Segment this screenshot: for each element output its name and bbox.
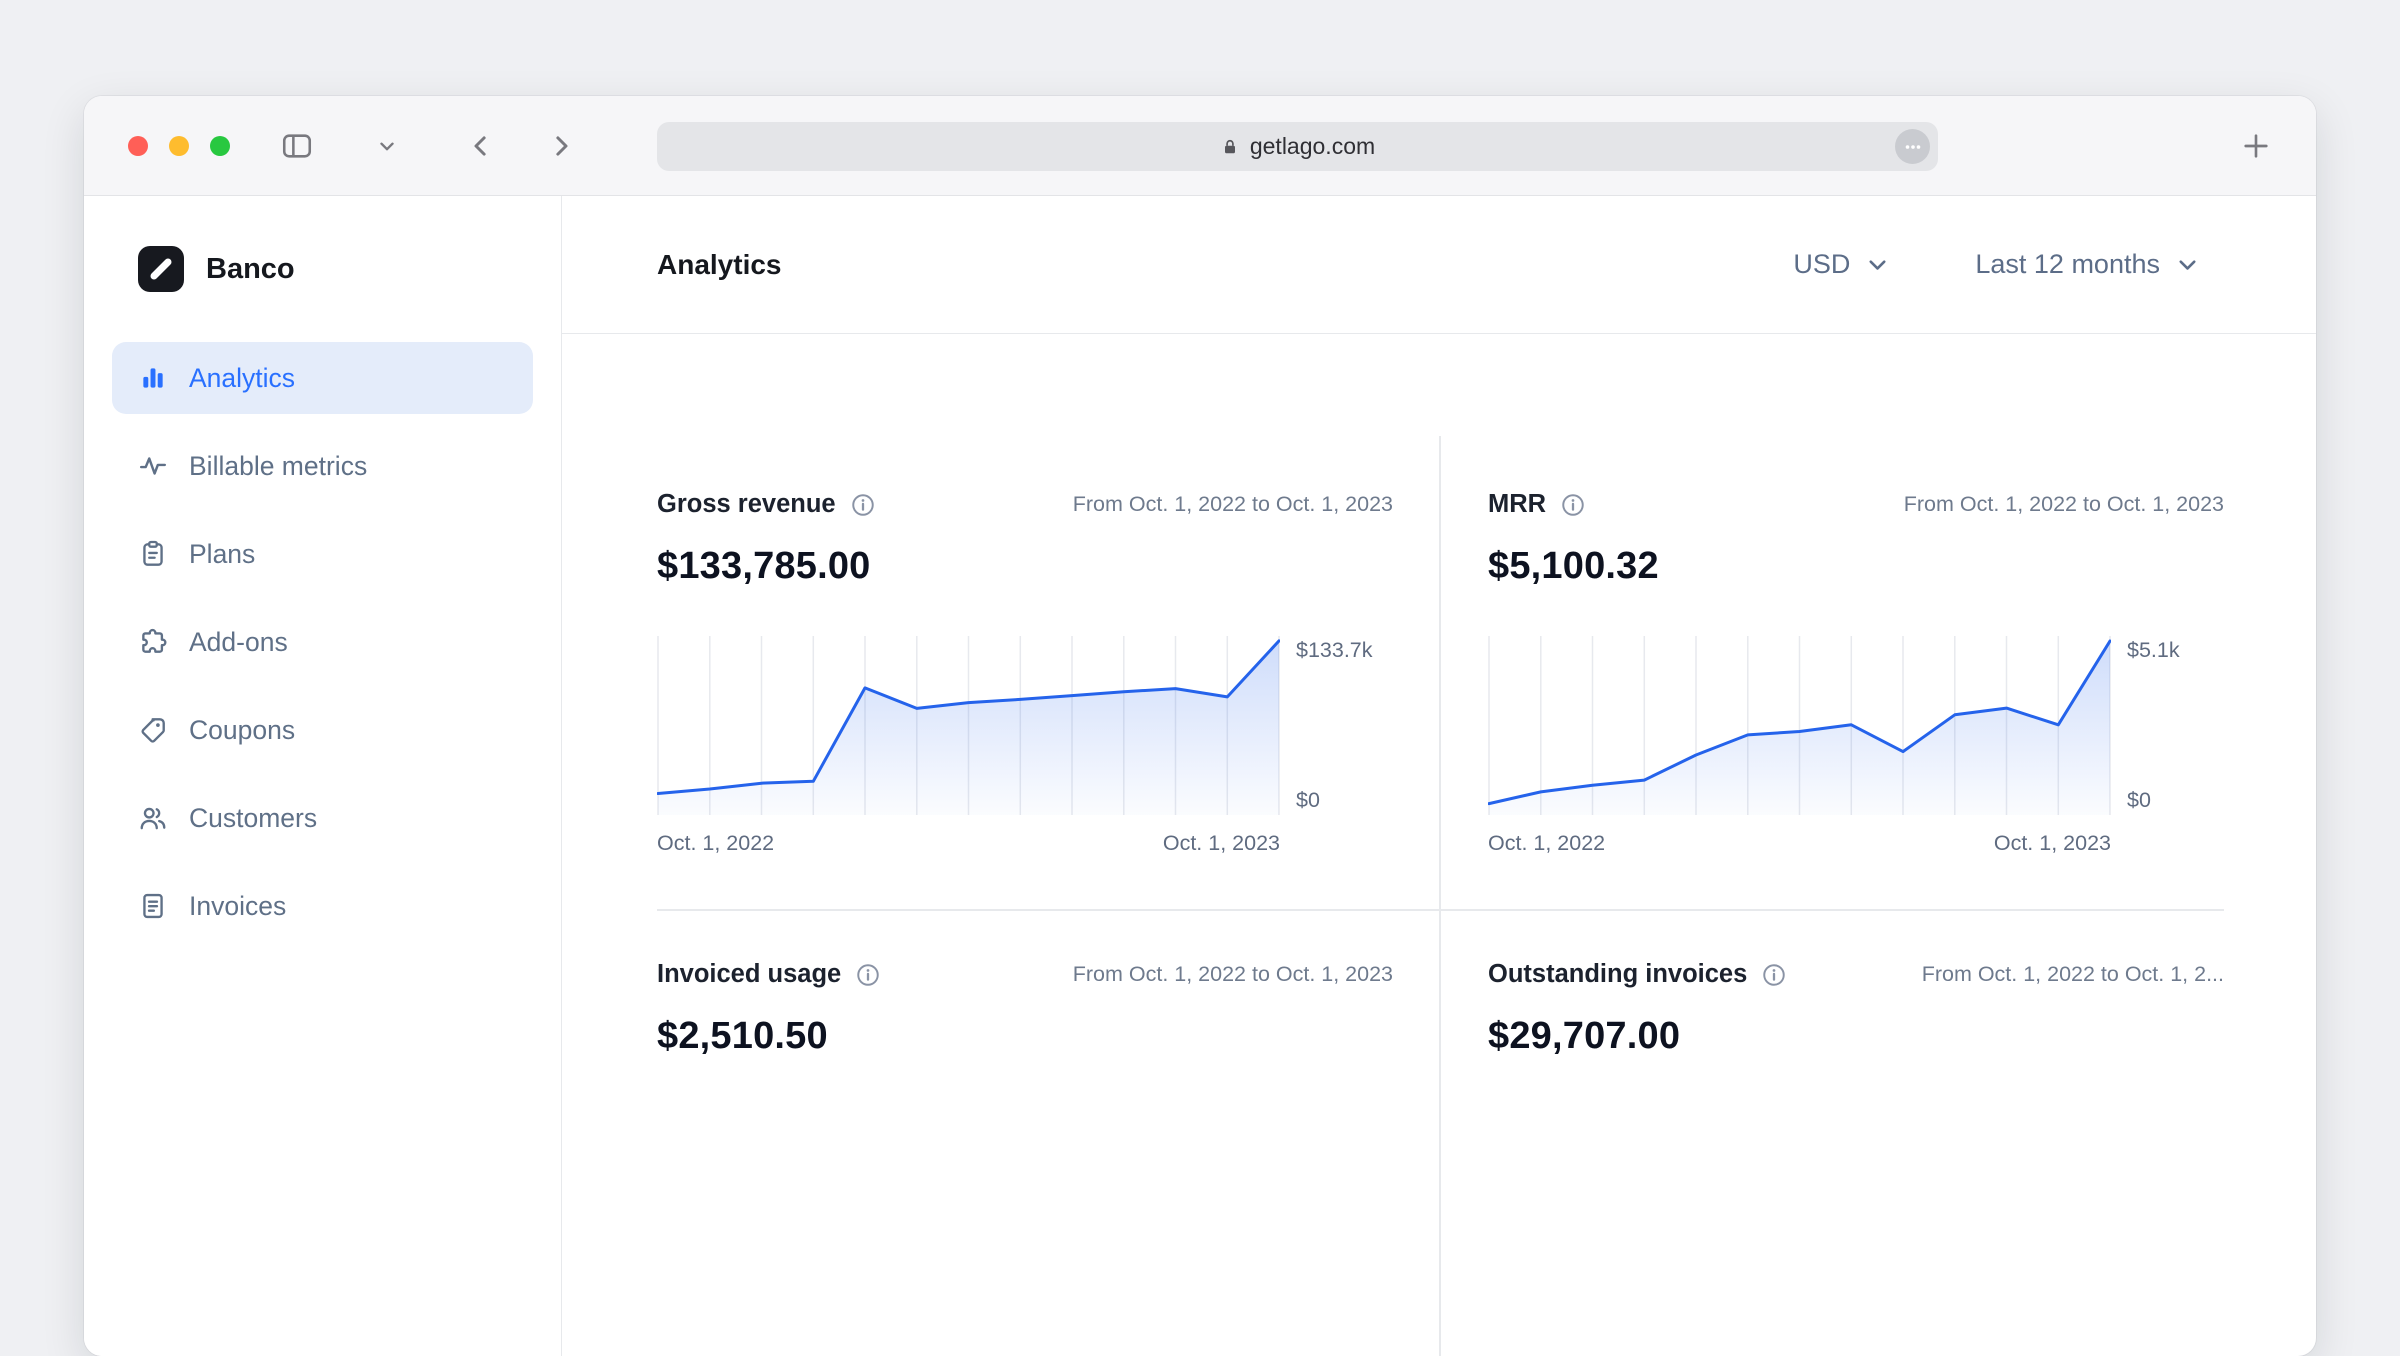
x-end-label: Oct. 1, 2023	[1993, 831, 2111, 855]
document-icon	[138, 891, 168, 921]
period-selector[interactable]: Last 12 months	[1975, 249, 2201, 280]
chevron-down-icon	[1869, 260, 1886, 270]
date-range: From Oct. 1, 2022 to Oct. 1, 2023	[1072, 492, 1393, 516]
brand-name: Banco	[206, 252, 295, 285]
sidebar-item-label: Analytics	[189, 362, 296, 393]
brand: Banco	[138, 246, 533, 292]
card-title: Outstanding invoices	[1488, 960, 1748, 988]
y-max-label: $133.7k	[1296, 638, 1373, 662]
activity-icon	[138, 451, 168, 481]
y-min-label: $0	[2127, 788, 2151, 812]
bar-chart-icon	[138, 363, 168, 393]
analytics-content: Gross revenue From Oct. 1, 2022 to Oct. …	[562, 334, 2316, 1356]
back-icon[interactable]	[466, 131, 496, 161]
gross-revenue-chart	[656, 636, 1281, 815]
info-icon[interactable]	[850, 492, 876, 518]
y-max-label: $5.1k	[2127, 638, 2180, 662]
mrr-chart	[1487, 636, 2112, 815]
close-window-button[interactable]	[128, 136, 148, 156]
sidebar-item-label: Coupons	[189, 714, 296, 745]
main-panel: Analytics USD Last 12 months	[562, 196, 2316, 1356]
puzzle-icon	[138, 627, 168, 657]
info-icon[interactable]	[855, 962, 881, 988]
sidebar-nav: Analytics Billable metrics	[112, 342, 533, 942]
minimize-window-button[interactable]	[169, 136, 189, 156]
sidebar-item-coupons[interactable]: Coupons	[112, 694, 533, 766]
sidebar-item-plans[interactable]: Plans	[112, 518, 533, 590]
window-controls	[128, 136, 230, 156]
sidebar-item-add-ons[interactable]: Add-ons	[112, 606, 533, 678]
page-header: Analytics USD Last 12 months	[562, 196, 2316, 334]
browser-toolbar: getlago.com	[84, 96, 2316, 196]
metric-amount: $29,707.00	[1488, 1015, 1681, 1057]
period-value: Last 12 months	[1975, 249, 2160, 279]
sidebar-item-label: Billable metrics	[189, 450, 368, 481]
sidebar-item-label: Add-ons	[189, 626, 288, 657]
sidebar-toggle-icon[interactable]	[280, 129, 314, 163]
card-invoiced-usage: Invoiced usage From Oct. 1, 2022 to Oct.…	[562, 909, 1439, 1356]
x-start-label: Oct. 1, 2022	[657, 831, 775, 855]
address-text: getlago.com	[1249, 133, 1376, 159]
sidebar-item-label: Plans	[189, 538, 256, 569]
lock-icon	[1220, 137, 1240, 157]
browser-window: getlago.com Banco	[84, 96, 2316, 1356]
tab-group-chevron-icon[interactable]	[376, 135, 398, 157]
forward-icon[interactable]	[546, 131, 576, 161]
currency-value: USD	[1793, 249, 1851, 279]
y-min-label: $0	[1296, 788, 1320, 812]
sidebar-item-customers[interactable]: Customers	[112, 782, 533, 854]
ellipsis-icon[interactable]	[1895, 129, 1930, 164]
card-title: Gross revenue	[657, 490, 836, 518]
card-outstanding-invoices: Outstanding invoices From Oct. 1, 2022 t…	[1439, 909, 2316, 1356]
info-icon[interactable]	[1560, 492, 1586, 518]
sidebar: Banco Analytics	[84, 196, 562, 1356]
sidebar-item-analytics[interactable]: Analytics	[112, 342, 533, 414]
info-icon[interactable]	[1761, 962, 1787, 988]
new-tab-icon[interactable]	[2240, 130, 2272, 162]
date-range: From Oct. 1, 2022 to Oct. 1, 2...	[1921, 962, 2224, 986]
chevron-down-icon	[2179, 260, 2196, 270]
currency-selector[interactable]: USD	[1793, 249, 1891, 280]
metric-amount: $2,510.50	[657, 1015, 828, 1057]
zoom-window-button[interactable]	[210, 136, 230, 156]
metric-amount: $5,100.32	[1488, 545, 1659, 587]
users-icon	[138, 803, 168, 833]
vertical-divider	[1439, 436, 1441, 1356]
brand-logo-icon	[138, 246, 184, 292]
address-bar[interactable]: getlago.com	[657, 122, 1938, 171]
date-range: From Oct. 1, 2022 to Oct. 1, 2023	[1903, 492, 2224, 516]
date-range: From Oct. 1, 2022 to Oct. 1, 2023	[1072, 962, 1393, 986]
sidebar-item-invoices[interactable]: Invoices	[112, 870, 533, 942]
x-start-label: Oct. 1, 2022	[1488, 831, 1606, 855]
page-title: Analytics	[657, 248, 782, 280]
card-title: MRR	[1488, 490, 1547, 518]
card-mrr: MRR From Oct. 1, 2022 to Oct. 1, 2023 $5…	[1439, 334, 2316, 909]
sidebar-item-label: Customers	[189, 802, 318, 833]
x-end-label: Oct. 1, 2023	[1162, 831, 1280, 855]
card-title: Invoiced usage	[657, 960, 842, 988]
clipboard-icon	[138, 539, 168, 569]
tag-icon	[138, 715, 168, 745]
app-body: Banco Analytics	[84, 196, 2316, 1356]
sidebar-item-billable-metrics[interactable]: Billable metrics	[112, 430, 533, 502]
sidebar-item-label: Invoices	[189, 890, 287, 921]
card-gross-revenue: Gross revenue From Oct. 1, 2022 to Oct. …	[562, 334, 1439, 909]
metric-amount: $133,785.00	[657, 545, 871, 587]
horizontal-divider	[657, 909, 2224, 911]
